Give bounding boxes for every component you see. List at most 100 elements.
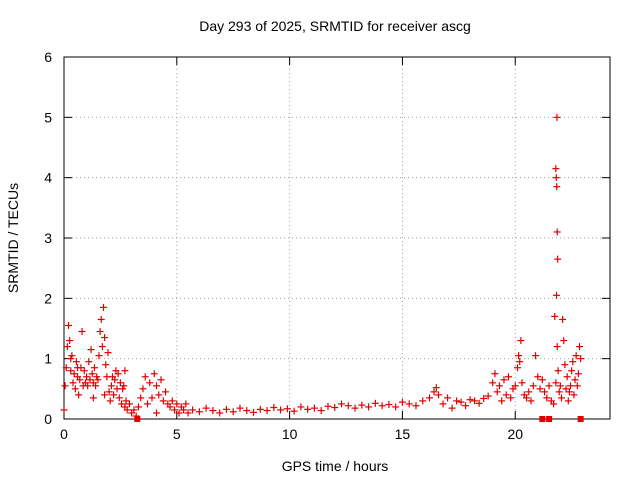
data-point: [157, 376, 165, 384]
data-point: [75, 391, 83, 399]
data-point: [471, 397, 479, 405]
data-point: [283, 405, 291, 413]
data-point: [74, 364, 82, 372]
data-point: [270, 404, 278, 412]
data-point: [556, 382, 564, 390]
data-point: [130, 406, 138, 414]
data-point: [448, 404, 456, 412]
data-point: [89, 394, 97, 402]
data-point: [546, 416, 553, 422]
data-point: [577, 355, 585, 363]
data-point: [168, 397, 176, 405]
data-point: [85, 358, 93, 366]
data-point: [222, 405, 230, 413]
data-point: [405, 400, 413, 408]
data-point: [574, 370, 582, 378]
data-point: [502, 391, 510, 399]
data-point: [250, 408, 258, 416]
y-tick-label: 3: [44, 230, 52, 246]
data-point: [97, 315, 105, 323]
data-point: [557, 394, 565, 402]
data-point: [189, 406, 197, 414]
data-point: [68, 352, 76, 360]
data-point: [432, 384, 440, 392]
data-point: [550, 400, 558, 408]
data-point: [297, 403, 305, 411]
data-point: [153, 382, 161, 390]
data-point: [216, 409, 224, 417]
data-point: [480, 394, 488, 402]
data-point: [554, 255, 562, 263]
y-tick-label: 5: [44, 109, 52, 125]
x-axis-label: GPS time / hours: [282, 458, 389, 474]
data-point: [155, 391, 163, 399]
data-point: [62, 364, 70, 372]
data-point: [182, 400, 190, 408]
data-point: [63, 343, 71, 351]
data-point: [150, 370, 158, 378]
data-point: [525, 388, 533, 396]
data-point: [61, 382, 69, 390]
data-point: [94, 376, 102, 384]
data-point: [344, 402, 352, 410]
data-point: [202, 404, 210, 412]
data-point: [517, 337, 525, 345]
data-point: [87, 346, 95, 354]
data-point: [104, 349, 112, 357]
data-point: [562, 385, 570, 393]
data-point: [256, 405, 264, 413]
data-point: [444, 394, 452, 402]
data-point: [60, 406, 68, 414]
data-point: [67, 367, 75, 375]
y-tick-label: 0: [44, 411, 52, 427]
data-point: [310, 404, 318, 412]
data-point: [462, 402, 470, 410]
data-point: [559, 315, 567, 323]
data-point: [86, 376, 94, 384]
data-point: [123, 406, 131, 414]
data-point: [107, 382, 115, 390]
data-point: [569, 358, 577, 366]
data-point: [564, 397, 572, 405]
data-point: [105, 388, 113, 396]
data-point: [577, 416, 584, 422]
data-point: [72, 358, 80, 366]
data-point: [66, 337, 74, 345]
data-point: [560, 337, 568, 345]
data-point: [426, 394, 434, 402]
data-point: [552, 165, 560, 173]
data-point: [209, 407, 217, 415]
data-point: [90, 364, 98, 372]
data-point: [491, 370, 499, 378]
data-point: [263, 407, 271, 415]
data-point: [173, 400, 181, 408]
x-tick-label: 15: [395, 426, 411, 442]
data-point: [565, 388, 573, 396]
data-point: [378, 402, 386, 410]
data-point: [139, 385, 147, 393]
data-point: [69, 379, 77, 387]
data-point: [466, 396, 474, 404]
data-point: [551, 312, 559, 320]
data-point: [568, 367, 576, 375]
data-point: [385, 401, 393, 409]
data-point: [111, 376, 119, 384]
data-point: [148, 394, 156, 402]
data-point: [80, 367, 88, 375]
data-point: [539, 416, 546, 422]
data-point: [83, 373, 91, 381]
data-point: [453, 397, 461, 405]
grid-lines: [64, 57, 610, 419]
data-point: [95, 352, 103, 360]
data-point: [484, 392, 492, 400]
data-point: [195, 408, 203, 416]
y-tick-label: 1: [44, 351, 52, 367]
data-point: [516, 358, 524, 366]
data-point: [134, 403, 142, 411]
data-point: [527, 397, 535, 405]
data-point: [515, 352, 523, 360]
data-point: [175, 409, 183, 417]
data-point: [153, 409, 161, 417]
data-point: [71, 385, 79, 393]
